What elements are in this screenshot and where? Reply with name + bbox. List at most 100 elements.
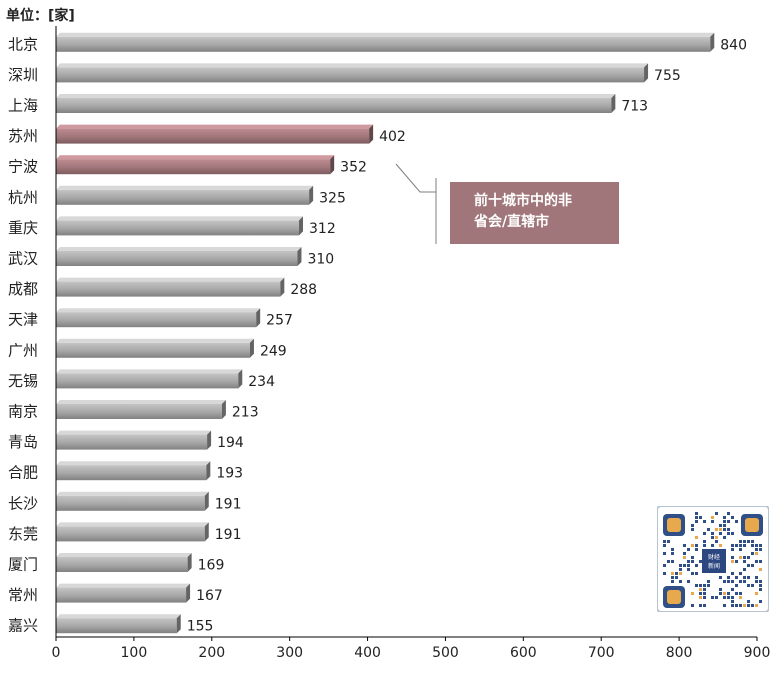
bar-front-face (56, 312, 257, 328)
bar-side-face (204, 491, 209, 511)
category-label: 长沙 (8, 494, 38, 512)
bar-top-face (56, 522, 209, 527)
bar-side-face (204, 522, 209, 542)
value-label: 194 (217, 435, 244, 451)
x-tick-label: 400 (354, 645, 381, 661)
value-label: 402 (379, 129, 406, 145)
value-label: 312 (309, 221, 336, 237)
bar-top-face (56, 247, 302, 251)
bar-front-face (56, 557, 188, 572)
bar-长沙 (56, 491, 209, 511)
bar-天津 (56, 308, 261, 328)
bar-东莞 (56, 522, 209, 542)
bar-top-face (56, 155, 335, 160)
value-label: 249 (260, 343, 287, 359)
callout-leader-line (395, 163, 436, 193)
bar-side-face (710, 32, 715, 52)
bar-side-face (280, 277, 285, 297)
category-label: 嘉兴 (8, 617, 38, 635)
bar-top-face (56, 216, 304, 221)
category-label: 南京 (8, 403, 38, 421)
bar-front-face (56, 465, 207, 481)
bar-top-face (56, 553, 192, 557)
value-label: 352 (340, 160, 367, 176)
bar-side-face (611, 94, 616, 113)
value-label: 840 (720, 37, 747, 53)
bar-武汉 (56, 247, 302, 266)
bar-成都 (56, 277, 285, 297)
bar-front-face (56, 281, 281, 297)
bar-side-face (297, 247, 302, 266)
bar-北京 (56, 32, 715, 52)
callout-box: 前十城市中的非 省会/直辖市 (450, 182, 619, 244)
x-tick-label: 300 (276, 645, 303, 661)
unit-label: 单位：[家] (6, 8, 75, 24)
bar-side-face (176, 614, 181, 634)
qr-finder-top-left (663, 514, 685, 536)
bar-重庆 (56, 216, 304, 236)
category-label: 无锡 (8, 372, 38, 390)
value-label: 713 (621, 99, 648, 115)
qr-center-logo (702, 549, 726, 573)
bar-top-face (56, 430, 212, 435)
bar-top-face (56, 277, 285, 282)
category-label: 苏州 (8, 127, 38, 145)
value-label: 234 (248, 374, 275, 390)
value-label: 193 (216, 466, 243, 482)
category-label: 天津 (8, 311, 38, 329)
x-tick-label: 100 (121, 645, 148, 661)
category-label: 上海 (8, 97, 38, 115)
bar-宁波 (56, 155, 335, 175)
category-label: 青岛 (8, 433, 38, 451)
bar-top-face (56, 491, 209, 496)
value-label: 191 (215, 527, 242, 543)
value-label: 155 (187, 619, 214, 635)
bar-side-face (206, 461, 211, 481)
bar-front-face (56, 526, 205, 542)
qr-code: 财经 新闻 (657, 506, 769, 612)
value-label: 325 (319, 190, 346, 206)
bar-top-face (56, 400, 226, 404)
bar-side-face (249, 338, 254, 358)
category-label: 常州 (8, 586, 38, 604)
qr-logo-text-1: 财经 (708, 553, 720, 561)
category-label: 宁波 (8, 158, 38, 176)
value-label: 755 (654, 68, 681, 84)
value-label: 288 (290, 282, 317, 298)
value-label: 257 (266, 313, 293, 329)
bar-side-face (369, 124, 374, 144)
category-label: 厦门 (8, 556, 38, 574)
x-tick-label: 0 (52, 645, 61, 661)
bar-front-face (56, 98, 612, 113)
bar-top-face (56, 308, 261, 313)
bar-front-face (56, 495, 205, 511)
bar-front-face (56, 159, 331, 175)
bar-front-face (56, 251, 298, 266)
callout-line-1: 前十城市中的非 (474, 193, 572, 209)
bar-side-face (187, 553, 192, 572)
bar-front-face (56, 404, 222, 419)
bar-front-face (56, 36, 711, 52)
category-label: 北京 (8, 35, 38, 53)
bar-top-face (56, 185, 314, 190)
x-tick-label: 500 (432, 645, 459, 661)
category-label: 武汉 (8, 250, 38, 268)
qr-finder-bottom-left (663, 586, 685, 608)
bar-合肥 (56, 461, 211, 481)
bar-苏州 (56, 124, 374, 144)
bar-杭州 (56, 185, 314, 205)
x-tick-label: 800 (666, 645, 693, 661)
bar-无锡 (56, 369, 243, 389)
category-label: 成都 (8, 280, 38, 298)
bar-深圳 (56, 63, 649, 83)
bar-front-face (56, 618, 177, 634)
bar-front-face (56, 434, 208, 450)
bar-side-face (186, 583, 191, 603)
bar-青岛 (56, 430, 212, 450)
qr-finder-top-right (741, 514, 763, 536)
bar-side-face (644, 63, 649, 83)
category-label: 东莞 (8, 525, 38, 543)
bar-top-face (56, 94, 616, 98)
bar-front-face (56, 587, 187, 603)
x-tick-label: 900 (744, 645, 771, 661)
